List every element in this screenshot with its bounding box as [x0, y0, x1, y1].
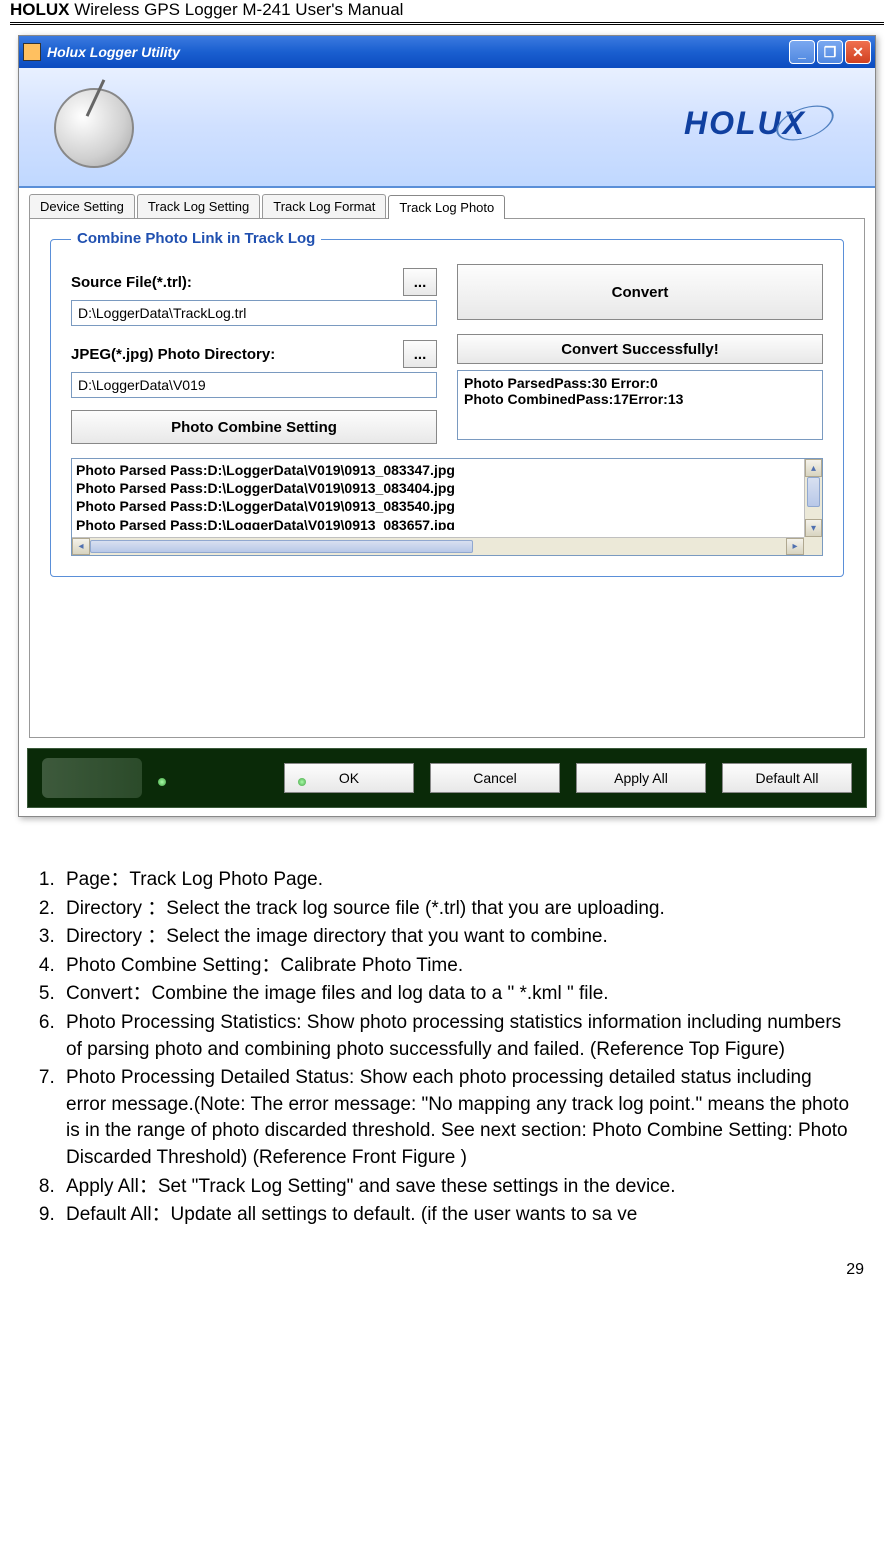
- app-icon: [23, 43, 41, 61]
- scroll-left-button[interactable]: ◂: [72, 538, 90, 555]
- header-bold: HOLUX: [10, 0, 70, 19]
- page-number: 29: [0, 1251, 894, 1289]
- list-item: Default All：Update all settings to defau…: [60, 1202, 854, 1229]
- list-item: Apply All：Set "Track Log Setting" and sa…: [60, 1174, 854, 1201]
- log-line: Photo Parsed Pass:D:\LoggerData\V019\091…: [76, 497, 800, 515]
- list-item: Photo Combine Setting：Calibrate Photo Ti…: [60, 953, 854, 980]
- scroll-thumb-v[interactable]: [807, 477, 820, 507]
- apply-all-button[interactable]: Apply All: [576, 763, 706, 793]
- banner: HOLUX: [19, 68, 875, 188]
- list-item: Directory ：Select the image directory th…: [60, 924, 854, 951]
- jpeg-dir-label: JPEG(*.jpg) Photo Directory:: [71, 346, 403, 363]
- log-line: Photo Parsed Pass:D:\LoggerData\V019\091…: [76, 479, 800, 497]
- list-item: Photo Processing Statistics: Show photo …: [60, 1010, 854, 1063]
- default-all-button[interactable]: Default All: [722, 763, 852, 793]
- tab-content: Combine Photo Link in Track Log Source F…: [29, 218, 865, 738]
- scroll-thumb-h[interactable]: [90, 540, 473, 553]
- photo-combine-setting-button[interactable]: Photo Combine Setting: [71, 410, 437, 444]
- titlebar: Holux Logger Utility _ ❐ ✕: [19, 36, 875, 68]
- list-item: Photo Processing Detailed Status: Show e…: [60, 1065, 854, 1171]
- convert-status-label: Convert Successfully!: [457, 334, 823, 364]
- scroll-down-button[interactable]: ▾: [805, 519, 822, 537]
- fieldset-legend: Combine Photo Link in Track Log: [71, 230, 321, 247]
- log-box: Photo Parsed Pass:D:\LoggerData\V019\091…: [71, 458, 823, 556]
- source-file-label: Source File(*.trl):: [71, 274, 403, 291]
- maximize-button[interactable]: ❐: [817, 40, 843, 64]
- header-rest: Wireless GPS Logger M-241 User's Manual: [70, 0, 404, 19]
- window-title: Holux Logger Utility: [47, 44, 180, 60]
- tab-track-log-format[interactable]: Track Log Format: [262, 194, 386, 218]
- list-item: Convert：Combine the image files and log …: [60, 981, 854, 1008]
- header-divider: [10, 22, 884, 25]
- stats-box: Photo ParsedPass:30 Error:0 Photo Combin…: [457, 370, 823, 440]
- bottom-decoration: [42, 758, 142, 798]
- stats-line-2: Photo CombinedPass:17Error:13: [464, 391, 816, 407]
- log-line: Photo Parsed Pass:D:\LoggerData\V019\091…: [76, 516, 800, 530]
- source-browse-button[interactable]: ...: [403, 268, 437, 296]
- cancel-button[interactable]: Cancel: [430, 763, 560, 793]
- log-line: Photo Parsed Pass:D:\LoggerData\V019\091…: [76, 461, 800, 479]
- list-item: Directory ：Select the track log source f…: [60, 896, 854, 923]
- explanation-list: Page：Track Log Photo Page. Directory ：Se…: [0, 827, 894, 1251]
- bottom-bar: OK Cancel Apply All Default All: [27, 748, 867, 808]
- vertical-scrollbar[interactable]: ▴ ▾: [804, 459, 822, 537]
- satellite-dish-image: [49, 83, 139, 173]
- scroll-right-button[interactable]: ▸: [786, 538, 804, 555]
- source-file-input[interactable]: [71, 300, 437, 326]
- log-lines: Photo Parsed Pass:D:\LoggerData\V019\091…: [72, 459, 804, 537]
- tab-track-log-setting[interactable]: Track Log Setting: [137, 194, 260, 218]
- list-item: Page：Track Log Photo Page.: [60, 867, 854, 894]
- close-button[interactable]: ✕: [845, 40, 871, 64]
- app-window: Holux Logger Utility _ ❐ ✕ HOLUX Device …: [18, 35, 876, 817]
- convert-button[interactable]: Convert: [457, 264, 823, 320]
- ok-button[interactable]: OK: [284, 763, 414, 793]
- scroll-up-button[interactable]: ▴: [805, 459, 822, 477]
- page-header: HOLUX Wireless GPS Logger M-241 User's M…: [0, 0, 894, 20]
- jpeg-browse-button[interactable]: ...: [403, 340, 437, 368]
- tab-row: Device Setting Track Log Setting Track L…: [19, 188, 875, 218]
- tab-track-log-photo[interactable]: Track Log Photo: [388, 195, 505, 219]
- scroll-corner: [804, 537, 822, 555]
- tab-device-setting[interactable]: Device Setting: [29, 194, 135, 218]
- brand-logo: HOLUX: [645, 83, 845, 163]
- minimize-button[interactable]: _: [789, 40, 815, 64]
- combine-fieldset: Combine Photo Link in Track Log Source F…: [50, 239, 844, 577]
- stats-line-1: Photo ParsedPass:30 Error:0: [464, 375, 816, 391]
- jpeg-dir-input[interactable]: [71, 372, 437, 398]
- horizontal-scrollbar[interactable]: ◂ ▸: [72, 537, 804, 555]
